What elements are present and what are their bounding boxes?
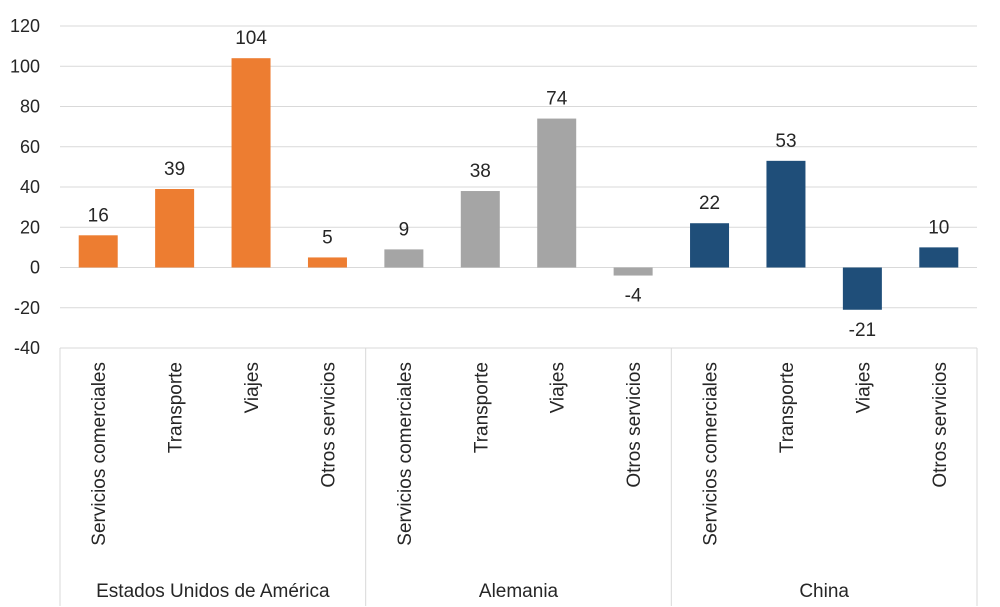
y-tick-label: 20 [20, 217, 40, 237]
y-tick-label: 0 [30, 258, 40, 278]
y-axis: -40 -20 0 20 40 60 80 100 120 [10, 16, 40, 358]
bar [78, 235, 118, 268]
data-label: 38 [470, 161, 491, 182]
category-label: Transporte [777, 362, 798, 453]
bar [842, 267, 882, 310]
data-label: -4 [625, 286, 642, 307]
category-label: Transporte [166, 362, 187, 453]
category-label: Otros servicios [318, 362, 339, 488]
category-label: Viajes [853, 362, 874, 413]
group-label: Estados Unidos de América [96, 581, 330, 602]
data-labels: 16 39 104 5 9 38 74 -4 22 53 -21 10 [88, 28, 950, 341]
gridlines [60, 25, 977, 349]
category-label: Otros servicios [930, 362, 951, 488]
bar [231, 58, 271, 268]
category-label: Servicios comerciales [701, 362, 722, 546]
category-label: Viajes [242, 362, 263, 413]
category-label: Servicios comerciales [395, 362, 416, 546]
y-tick-label: -40 [14, 338, 40, 358]
group-label: China [799, 581, 849, 602]
bar [613, 267, 653, 276]
bar [690, 223, 730, 268]
y-tick-label: 60 [20, 137, 40, 157]
data-label: -21 [849, 320, 876, 341]
data-label: 104 [235, 28, 267, 49]
y-tick-label: 120 [10, 16, 40, 36]
x-axis: Servicios comerciales Transporte Viajes Otr… [59, 348, 978, 606]
category-label: Servicios comerciales [89, 362, 110, 546]
group-label: Alemania [479, 581, 559, 602]
data-label: 74 [546, 89, 568, 110]
y-tick-label: 100 [10, 56, 40, 76]
data-label: 9 [399, 219, 410, 240]
data-label: 53 [775, 131, 796, 152]
bar [384, 249, 424, 268]
bar [307, 257, 347, 268]
category-label: Transporte [471, 362, 492, 453]
category-label: Viajes [548, 362, 569, 413]
y-tick-label: -20 [14, 298, 40, 318]
category-label: Otros servicios [624, 362, 645, 488]
data-label: 10 [928, 217, 949, 238]
bars [78, 58, 959, 310]
bar [919, 247, 959, 268]
bar [537, 118, 577, 268]
bar [460, 191, 500, 268]
y-tick-label: 80 [20, 97, 40, 117]
data-label: 16 [88, 205, 109, 226]
y-tick-label: 40 [20, 177, 40, 197]
data-label: 5 [322, 227, 333, 248]
bar [766, 160, 806, 268]
data-label: 39 [164, 159, 185, 180]
bar [155, 189, 195, 268]
data-label: 22 [699, 193, 720, 214]
